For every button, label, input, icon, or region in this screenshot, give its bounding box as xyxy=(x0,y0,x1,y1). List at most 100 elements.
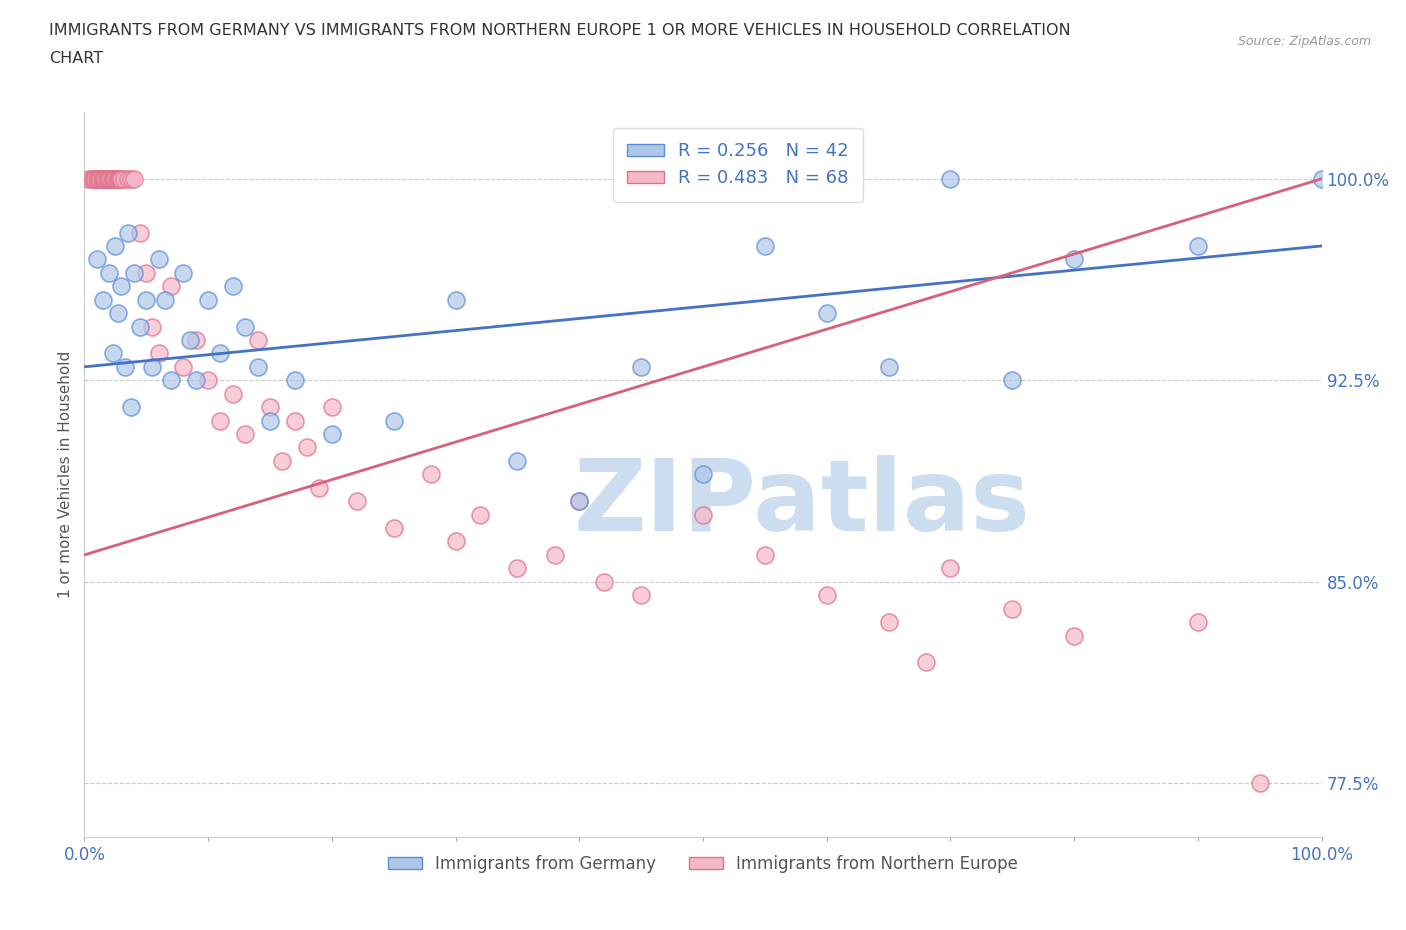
Point xyxy=(815,306,838,321)
Point xyxy=(184,333,207,348)
Point xyxy=(470,507,492,522)
Point xyxy=(160,373,183,388)
Point xyxy=(122,265,145,280)
Point xyxy=(114,359,136,374)
Point xyxy=(877,359,900,374)
Point xyxy=(877,615,900,630)
Point xyxy=(153,292,176,307)
Point xyxy=(754,238,776,253)
Point xyxy=(172,265,194,280)
Point xyxy=(83,171,105,186)
Point xyxy=(419,467,441,482)
Point xyxy=(1310,171,1333,186)
Point xyxy=(141,359,163,374)
Point xyxy=(107,171,129,186)
Point xyxy=(184,373,207,388)
Point xyxy=(103,171,125,186)
Point xyxy=(129,319,152,334)
Point xyxy=(1063,252,1085,267)
Point xyxy=(233,427,256,442)
Y-axis label: 1 or more Vehicles in Household: 1 or more Vehicles in Household xyxy=(58,351,73,598)
Point xyxy=(120,400,142,415)
Point xyxy=(321,400,343,415)
Point xyxy=(129,225,152,240)
Point xyxy=(259,413,281,428)
Point xyxy=(110,171,132,186)
Point xyxy=(110,171,132,186)
Point xyxy=(1187,615,1209,630)
Point xyxy=(754,548,776,563)
Point xyxy=(117,171,139,186)
Point xyxy=(246,359,269,374)
Point xyxy=(98,171,121,186)
Point xyxy=(148,252,170,267)
Point xyxy=(914,655,936,670)
Point xyxy=(105,171,128,186)
Point xyxy=(259,400,281,415)
Point xyxy=(939,171,962,186)
Point xyxy=(104,238,127,253)
Point xyxy=(233,319,256,334)
Point xyxy=(89,171,111,186)
Point xyxy=(94,171,117,186)
Point xyxy=(179,333,201,348)
Point xyxy=(96,171,118,186)
Point xyxy=(295,440,318,455)
Point xyxy=(939,561,962,576)
Text: ZIPatlas: ZIPatlas xyxy=(574,455,1031,551)
Point xyxy=(101,171,124,186)
Point xyxy=(506,561,529,576)
Point xyxy=(148,346,170,361)
Point xyxy=(506,454,529,469)
Point xyxy=(568,494,591,509)
Point xyxy=(1187,238,1209,253)
Point xyxy=(815,588,838,603)
Point xyxy=(87,171,110,186)
Point xyxy=(444,534,467,549)
Point xyxy=(271,454,294,469)
Point xyxy=(122,171,145,186)
Point xyxy=(135,292,157,307)
Point xyxy=(120,171,142,186)
Point xyxy=(172,359,194,374)
Point xyxy=(1001,601,1024,616)
Point xyxy=(100,171,122,186)
Point xyxy=(160,279,183,294)
Point xyxy=(222,279,245,294)
Point xyxy=(117,225,139,240)
Point xyxy=(630,588,652,603)
Point xyxy=(98,265,121,280)
Point xyxy=(382,413,405,428)
Point xyxy=(197,292,219,307)
Point xyxy=(568,494,591,509)
Point xyxy=(86,171,108,186)
Point xyxy=(444,292,467,307)
Point xyxy=(79,171,101,186)
Point xyxy=(593,575,616,590)
Point xyxy=(346,494,368,509)
Point xyxy=(89,171,111,186)
Point xyxy=(321,427,343,442)
Point xyxy=(209,346,232,361)
Point xyxy=(1249,776,1271,790)
Point xyxy=(91,171,114,186)
Point xyxy=(86,252,108,267)
Point xyxy=(1063,628,1085,643)
Point xyxy=(284,413,307,428)
Legend: Immigrants from Germany, Immigrants from Northern Europe: Immigrants from Germany, Immigrants from… xyxy=(381,848,1025,880)
Point xyxy=(98,171,121,186)
Text: IMMIGRANTS FROM GERMANY VS IMMIGRANTS FROM NORTHERN EUROPE 1 OR MORE VEHICLES IN: IMMIGRANTS FROM GERMANY VS IMMIGRANTS FR… xyxy=(49,23,1071,38)
Point xyxy=(108,171,131,186)
Point xyxy=(104,171,127,186)
Text: CHART: CHART xyxy=(49,51,103,66)
Text: Source: ZipAtlas.com: Source: ZipAtlas.com xyxy=(1237,35,1371,48)
Point xyxy=(93,171,115,186)
Point xyxy=(97,171,120,186)
Point xyxy=(141,319,163,334)
Point xyxy=(82,171,104,186)
Point xyxy=(135,265,157,280)
Point xyxy=(692,467,714,482)
Point xyxy=(543,548,565,563)
Point xyxy=(222,386,245,401)
Point xyxy=(91,292,114,307)
